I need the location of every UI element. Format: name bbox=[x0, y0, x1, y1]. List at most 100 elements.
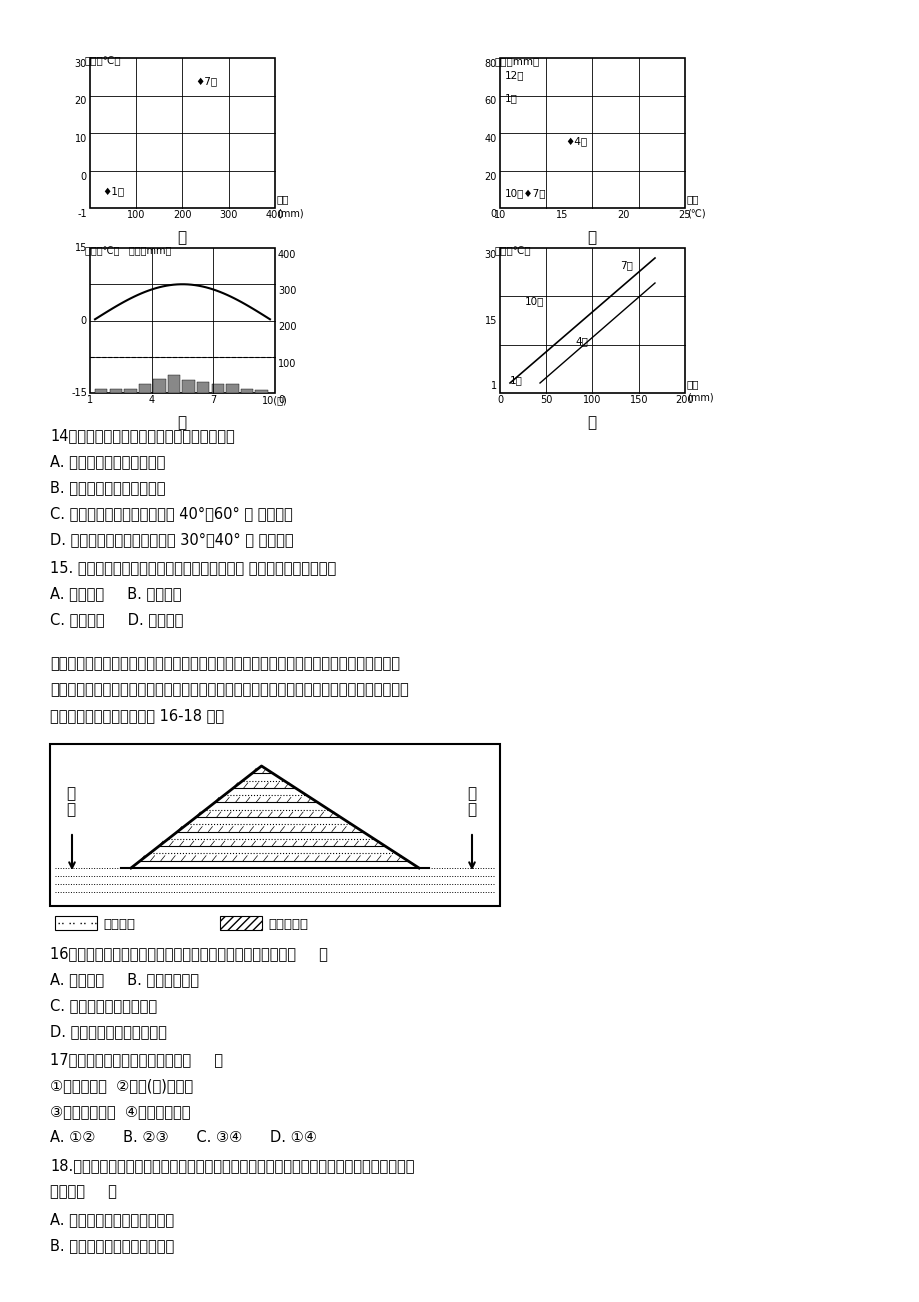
Text: 15: 15 bbox=[74, 243, 87, 253]
Text: D. 丁气候类型分布在南、北纬 30°～40° 的 大陆西岸: D. 丁气候类型分布在南、北纬 30°～40° 的 大陆西岸 bbox=[50, 533, 293, 547]
Bar bbox=[255, 391, 267, 393]
Text: 变化是（     ）: 变化是（ ） bbox=[50, 1184, 117, 1199]
Text: A. 甲减少，乙增加，总量减少: A. 甲减少，乙增加，总量减少 bbox=[50, 1212, 174, 1226]
Text: 下图所示山地为甲、乙两条河流的分水岭，由透水和不透水岩层相间构成。在生态保护工程: 下图所示山地为甲、乙两条河流的分水岭，由透水和不透水岩层相间构成。在生态保护工程 bbox=[50, 656, 400, 671]
Text: 降水（mm）: 降水（mm） bbox=[494, 56, 539, 66]
Text: 7: 7 bbox=[210, 395, 216, 405]
Text: (℃): (℃) bbox=[686, 208, 705, 217]
Text: 1: 1 bbox=[491, 381, 496, 391]
Bar bbox=[241, 389, 253, 393]
Text: 10: 10 bbox=[74, 134, 87, 145]
Bar bbox=[124, 389, 136, 393]
Text: 15: 15 bbox=[555, 210, 567, 220]
Text: 1月: 1月 bbox=[509, 375, 522, 385]
Text: 16．森林植被遭破坏后，河流径流量年内波动强烈，是由于（     ）: 16．森林植被遭破坏后，河流径流量年内波动强烈，是由于（ ） bbox=[50, 947, 327, 961]
Text: 200: 200 bbox=[675, 395, 694, 405]
Text: (mm): (mm) bbox=[277, 208, 303, 217]
Text: 0: 0 bbox=[81, 315, 87, 326]
Text: C. 丙气候类型分布在南、北纬 40°～60° 的 大陆西岸: C. 丙气候类型分布在南、北纬 40°～60° 的 大陆西岸 bbox=[50, 506, 292, 521]
Text: 气温: 气温 bbox=[686, 194, 698, 204]
Text: 降水: 降水 bbox=[686, 379, 698, 389]
Text: 14．关于四地气候类型分布的叙述，正确的是: 14．关于四地气候类型分布的叙述，正确的是 bbox=[50, 428, 234, 443]
Text: 1: 1 bbox=[86, 395, 93, 405]
Text: 河: 河 bbox=[66, 802, 75, 816]
Text: 不透水岩层: 不透水岩层 bbox=[267, 918, 308, 931]
Text: C. 降水更多转化为地下水: C. 降水更多转化为地下水 bbox=[50, 999, 157, 1013]
Text: D. 降水更多转化为坡面径流: D. 降水更多转化为坡面径流 bbox=[50, 1023, 166, 1039]
Text: 12月: 12月 bbox=[505, 70, 524, 79]
Bar bbox=[95, 389, 108, 393]
Text: 100: 100 bbox=[127, 210, 145, 220]
Text: ③地下径流增加  ④坡面径流增加: ③地下径流增加 ④坡面径流增加 bbox=[50, 1104, 190, 1118]
Text: 15. 甲、乙、丙、丁四地气候主要受海陆热力性 质差异影响而形成的是: 15. 甲、乙、丙、丁四地气候主要受海陆热力性 质差异影响而形成的是 bbox=[50, 560, 335, 575]
Text: C. 丙、丁地     D. 甲、丁地: C. 丙、丁地 D. 甲、丁地 bbox=[50, 612, 183, 628]
Text: -15: -15 bbox=[71, 388, 87, 398]
Text: 丙: 丙 bbox=[177, 415, 187, 430]
Text: 20: 20 bbox=[484, 172, 496, 181]
Text: 10月: 10月 bbox=[525, 296, 544, 306]
Bar bbox=[139, 384, 151, 393]
Text: -1: -1 bbox=[77, 210, 87, 219]
Bar bbox=[109, 389, 122, 393]
Bar bbox=[90, 59, 275, 208]
Bar bbox=[153, 379, 165, 393]
Bar bbox=[197, 381, 210, 393]
Text: 17．森林植被恢复后，该山地的（     ）: 17．森林植被恢复后，该山地的（ ） bbox=[50, 1052, 222, 1068]
Text: A. 甲气候类型只出现在亚洲: A. 甲气候类型只出现在亚洲 bbox=[50, 454, 165, 469]
Text: ①降水量增加  ②蒸发(腾)量增加: ①降水量增加 ②蒸发(腾)量增加 bbox=[50, 1078, 193, 1092]
Text: 150: 150 bbox=[629, 395, 647, 405]
Text: 400: 400 bbox=[266, 210, 284, 220]
Text: 40: 40 bbox=[484, 134, 496, 145]
Text: A. ①②      B. ②③      C. ③④      D. ①④: A. ①② B. ②③ C. ③④ D. ①④ bbox=[50, 1130, 316, 1144]
Text: 400: 400 bbox=[278, 250, 296, 260]
Text: 50: 50 bbox=[539, 395, 551, 405]
Text: 30: 30 bbox=[484, 250, 496, 260]
Text: 60: 60 bbox=[484, 96, 496, 107]
Text: ♦1月: ♦1月 bbox=[102, 186, 124, 197]
Text: 0: 0 bbox=[491, 210, 496, 219]
Text: 丁: 丁 bbox=[587, 415, 596, 430]
Text: 甲: 甲 bbox=[177, 230, 187, 245]
Text: 10: 10 bbox=[494, 210, 505, 220]
Text: 气温（℃）: 气温（℃） bbox=[85, 56, 121, 66]
Text: 1月: 1月 bbox=[505, 92, 517, 103]
Bar bbox=[211, 384, 224, 393]
Text: 内波动也减缓了。据此完成 16-18 题。: 内波动也减缓了。据此完成 16-18 题。 bbox=[50, 708, 224, 723]
Text: 建设过程中，该山地被破坏的森林植被得以恢复，随之河流径流量发生了变化，河流径流的年: 建设过程中，该山地被破坏的森林植被得以恢复，随之河流径流量发生了变化，河流径流的… bbox=[50, 682, 408, 697]
Bar bbox=[226, 384, 238, 393]
Text: A. 甲、乙地     B. 乙、丙地: A. 甲、乙地 B. 乙、丙地 bbox=[50, 586, 181, 602]
Text: B. 甲减少，乙增加，总量增加: B. 甲减少，乙增加，总量增加 bbox=[50, 1238, 174, 1253]
Text: 甲: 甲 bbox=[66, 786, 75, 801]
Text: 气温（℃）: 气温（℃） bbox=[494, 246, 531, 256]
Text: 200: 200 bbox=[173, 210, 191, 220]
Bar bbox=[168, 375, 180, 393]
Text: B. 乙气候类型分布在各大洲: B. 乙气候类型分布在各大洲 bbox=[50, 480, 165, 495]
Text: 7月: 7月 bbox=[619, 260, 632, 270]
Text: 30: 30 bbox=[74, 59, 87, 69]
Text: 25: 25 bbox=[678, 210, 690, 220]
Bar bbox=[220, 917, 262, 930]
Text: 乙: 乙 bbox=[467, 786, 476, 801]
Bar bbox=[182, 380, 195, 393]
Text: 0: 0 bbox=[81, 172, 87, 181]
Text: 10(月): 10(月) bbox=[262, 395, 288, 405]
Text: 80: 80 bbox=[484, 59, 496, 69]
Text: 100: 100 bbox=[583, 395, 601, 405]
Text: 18.如果降水最终主要转化为河流径流，那么森林植被恢复后，甲、乙两条河流径流量发生的: 18.如果降水最终主要转化为河流径流，那么森林植被恢复后，甲、乙两条河流径流量发… bbox=[50, 1157, 414, 1173]
Text: 乙: 乙 bbox=[587, 230, 596, 245]
Text: ♦4月: ♦4月 bbox=[564, 135, 586, 146]
Text: 气温（℃）   降水（mm）: 气温（℃） 降水（mm） bbox=[85, 246, 171, 256]
Text: ♦7月: ♦7月 bbox=[195, 76, 217, 86]
Bar bbox=[55, 917, 96, 930]
Text: (mm): (mm) bbox=[686, 393, 713, 404]
Bar bbox=[499, 247, 685, 393]
Bar bbox=[499, 59, 685, 208]
Text: 300: 300 bbox=[278, 286, 296, 297]
Text: 300: 300 bbox=[220, 210, 238, 220]
Text: 100: 100 bbox=[278, 359, 296, 368]
Text: 河: 河 bbox=[467, 802, 476, 816]
Text: 4: 4 bbox=[149, 395, 154, 405]
Text: 0: 0 bbox=[496, 395, 503, 405]
Text: 20: 20 bbox=[74, 96, 87, 107]
Text: 0: 0 bbox=[278, 395, 284, 405]
